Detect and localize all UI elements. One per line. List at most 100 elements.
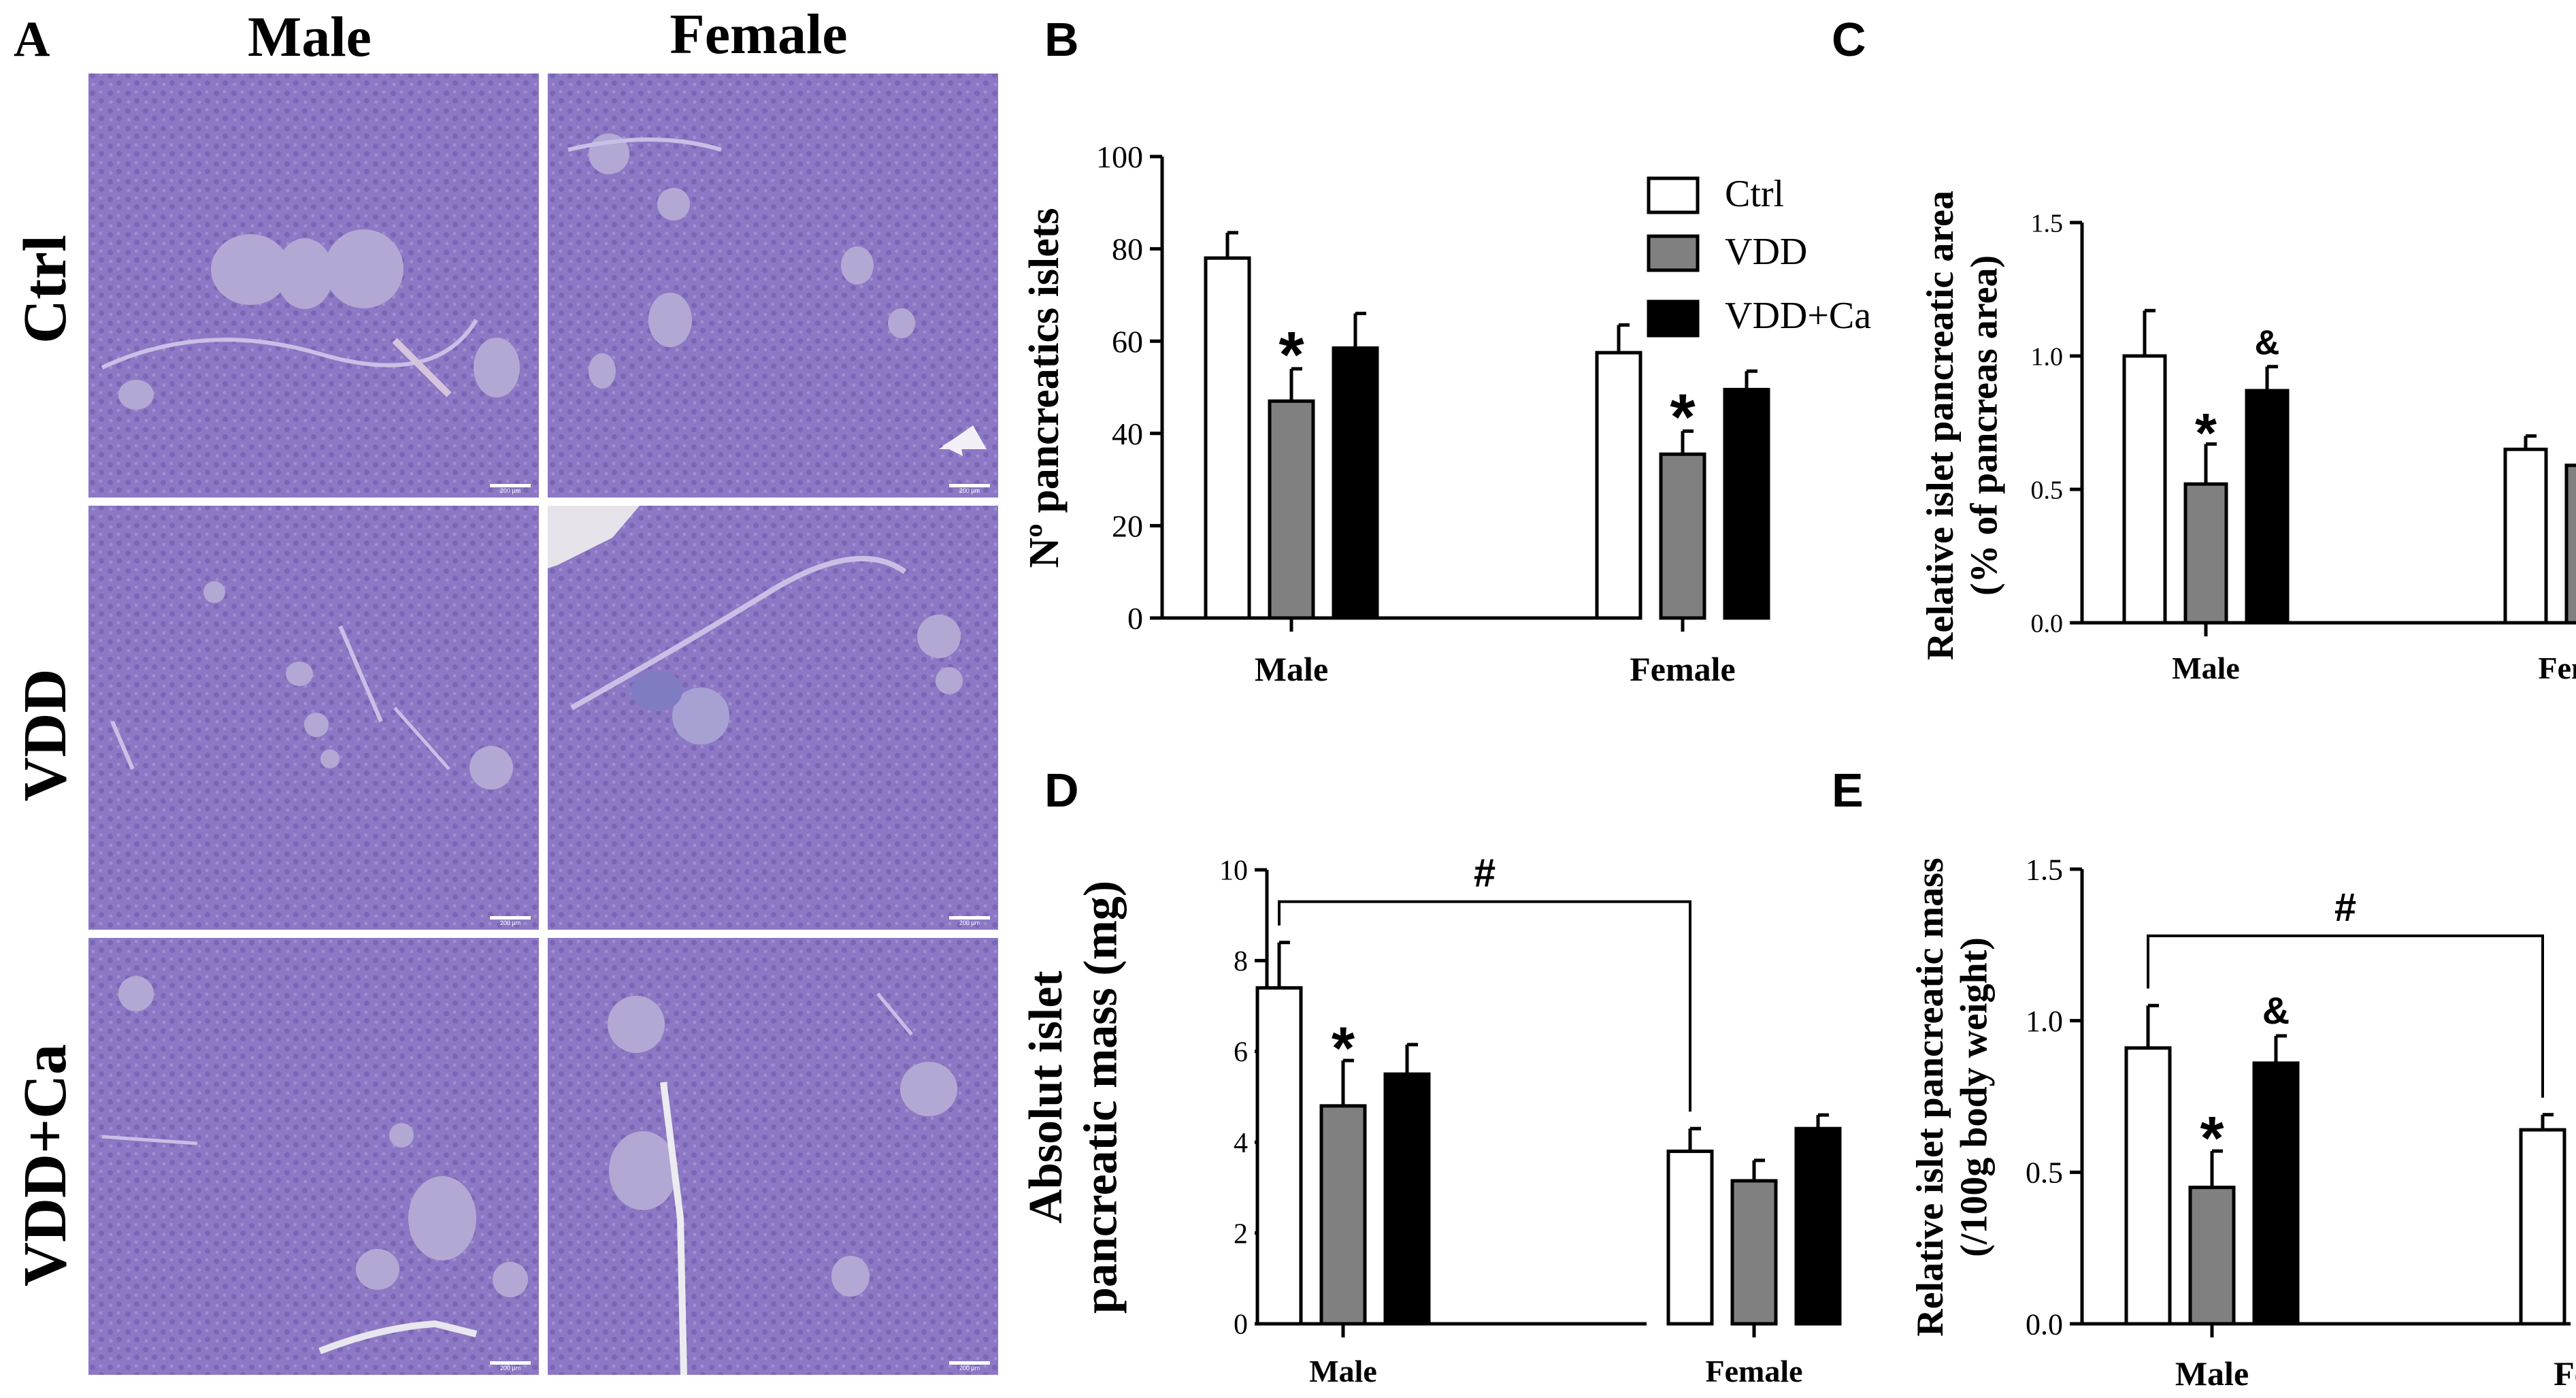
bar: [2122, 354, 2167, 625]
category-label: Female: [1630, 650, 1735, 688]
bracket-label: #: [2334, 885, 2356, 930]
islet: [320, 749, 340, 768]
comparison-bracket: [2147, 934, 2544, 1098]
y-tick-label: 40: [1112, 417, 1143, 451]
islet: [900, 1062, 957, 1116]
bar: [2519, 1128, 2566, 1326]
row-label-vdd: VDD: [12, 669, 79, 802]
islet: [408, 1176, 476, 1261]
bar: [2124, 1046, 2172, 1326]
y-axis-label: (% of pancreas area): [1963, 255, 2005, 596]
islet: [304, 713, 329, 737]
y-tick-label: 20: [1112, 509, 1143, 544]
scale-bar-label: 200 μm: [959, 487, 980, 494]
category-label: Male: [2172, 651, 2240, 685]
y-tick-label: 2: [1234, 1218, 1248, 1250]
micrograph-male-vdd: 200 μm: [88, 506, 539, 930]
y-tick-label: 60: [1112, 324, 1143, 359]
bar: [1595, 351, 1642, 620]
scale-bar-label: 200 μm: [500, 1365, 521, 1371]
y-axis-label: Absolut islet: [1020, 971, 1072, 1223]
y-tick-label: 0.0: [2031, 609, 2064, 638]
y-tick-label: 4: [1234, 1128, 1248, 1159]
bar: [1794, 1126, 1842, 1326]
bar: [2183, 482, 2228, 625]
category-label: Male: [1255, 650, 1328, 688]
legend-label-vdd-ca: VDD+Ca: [1725, 295, 1871, 337]
islet: [118, 976, 154, 1011]
chart-e: E Relative islet pancreatic mass (/100g bo…: [1832, 764, 2576, 1393]
y-tick-label: 80: [1112, 232, 1143, 267]
y-axis-label: pancreatic mass (mg): [1075, 881, 1127, 1314]
y-tick-label: 1.5: [2031, 209, 2064, 238]
significance-mark: *: [2200, 1105, 2224, 1173]
row-label-vdd-ca: VDD+Ca: [12, 1044, 79, 1286]
islet: [325, 229, 403, 308]
y-tick-label: 1.5: [2026, 853, 2063, 886]
bar: [2188, 1186, 2236, 1326]
panel-letter: C: [1832, 13, 1866, 66]
islet: [203, 581, 225, 603]
islet: [672, 687, 729, 745]
islet: [608, 996, 665, 1053]
micrograph-female-vdd-ca: 200 μm: [548, 938, 998, 1376]
row-label-ctrl: Ctrl: [12, 235, 79, 344]
y-tick-label: 0: [1127, 601, 1143, 636]
bar: [2245, 389, 2290, 625]
islet: [831, 1256, 870, 1297]
bar: [1659, 452, 1706, 620]
significance-mark: &: [2262, 989, 2290, 1032]
islet: [389, 1123, 414, 1148]
category-label: Female: [2554, 1354, 2576, 1393]
legend: Ctrl VDD VDD+Ca: [1647, 173, 1871, 338]
chart-d: D Absolut islet pancreatic mass (mg) 0 2 4 6 8 1…: [1020, 764, 1842, 1388]
islet: [888, 308, 915, 338]
bar: [1255, 986, 1303, 1326]
legend-label-vdd: VDD: [1725, 231, 1807, 273]
islet: [276, 238, 333, 309]
col-label-female: Female: [670, 3, 847, 66]
bar: [1319, 1104, 1367, 1326]
bracket-label: #: [1474, 851, 1496, 896]
category-label: Female: [1705, 1354, 1802, 1388]
significance-mark: &: [2255, 323, 2280, 362]
bar: [1666, 1150, 1714, 1326]
legend-swatch-vdd: [1647, 234, 1700, 272]
y-tick-label: 8: [1234, 946, 1248, 977]
y-tick-label: 0: [1234, 1310, 1248, 1341]
panel-letter: D: [1044, 764, 1079, 817]
y-tick-label: 1.0: [2026, 1005, 2063, 1038]
islet: [118, 380, 154, 410]
micrograph-female-ctrl: 200 μm: [548, 74, 998, 498]
legend-label-ctrl: Ctrl: [1725, 173, 1784, 215]
islet: [474, 338, 520, 397]
scale-bar-label: 200 μm: [500, 487, 521, 494]
y-tick-label: 100: [1096, 140, 1143, 174]
bar: [1723, 387, 1770, 620]
islet: [936, 667, 963, 694]
significance-mark: *: [1332, 1014, 1355, 1082]
islet: [648, 293, 692, 347]
y-axis-label: (/100g body weight): [1953, 937, 1995, 1257]
panel-a: A Male Female Ctrl VDD VDD+Ca 200 μm: [12, 3, 998, 1376]
y-axis-label: Relative islet pancreatic area: [1919, 191, 1962, 660]
islet: [286, 662, 313, 686]
bar: [1730, 1179, 1778, 1326]
bar: [1204, 256, 1251, 620]
category-label: Male: [2175, 1354, 2249, 1393]
islet: [211, 234, 290, 305]
category-label: Female: [2538, 651, 2576, 685]
islet: [841, 246, 874, 285]
category-label: Male: [1309, 1354, 1377, 1388]
significance-mark: *: [1670, 380, 1696, 453]
micrograph-female-vdd: 200 μm: [548, 506, 998, 930]
micrograph-male-ctrl: 200 μm: [88, 74, 539, 498]
bar: [2252, 1061, 2300, 1326]
y-tick-label: 0.5: [2031, 476, 2064, 504]
panel-letter: B: [1044, 13, 1079, 66]
panel-a-letter: A: [14, 12, 50, 67]
y-axis-label: Nº pancreatics islets: [1021, 208, 1068, 568]
comparison-bracket: [1278, 900, 1691, 1112]
y-tick-label: 0.5: [2026, 1156, 2063, 1190]
